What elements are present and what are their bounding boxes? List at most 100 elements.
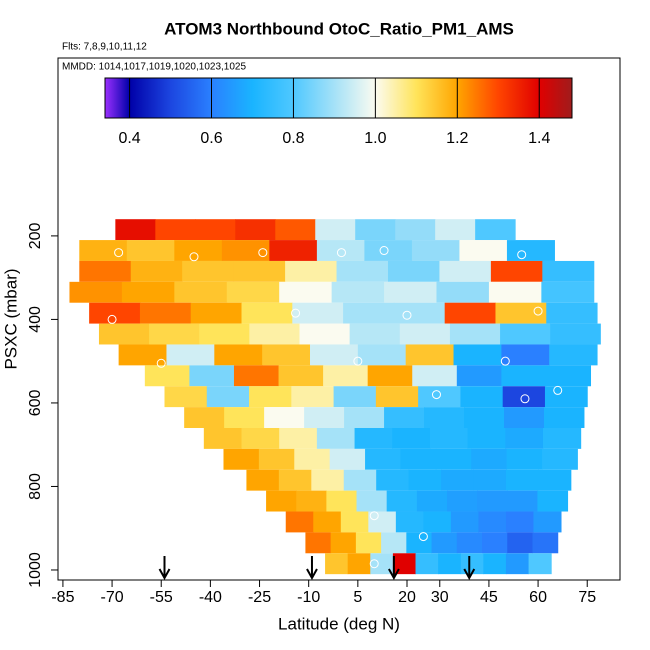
cell xyxy=(467,427,506,449)
cell xyxy=(483,553,507,575)
cell xyxy=(266,490,297,512)
cell xyxy=(384,281,437,303)
x-tick-label: -55 xyxy=(150,589,173,606)
x-tick-label: 30 xyxy=(431,589,449,606)
cell xyxy=(546,302,598,324)
cell xyxy=(115,219,156,241)
cell xyxy=(471,448,508,470)
cell xyxy=(538,469,572,491)
cell xyxy=(224,407,265,428)
cell xyxy=(381,532,407,554)
cell xyxy=(189,365,235,387)
cell xyxy=(316,427,356,449)
cell xyxy=(453,344,502,366)
cell xyxy=(309,344,359,366)
cell xyxy=(118,344,167,366)
cell xyxy=(405,344,455,366)
x-tick-label: 75 xyxy=(578,589,596,606)
arrow-head xyxy=(306,568,318,581)
cell xyxy=(384,407,425,428)
cell xyxy=(505,553,530,575)
cell xyxy=(262,344,311,366)
cell xyxy=(233,260,286,282)
chart-title: ATOM3 Northbound OtoC_Ratio_PM1_AMS xyxy=(164,19,514,38)
cell xyxy=(533,511,562,533)
x-tick-label: -25 xyxy=(248,589,271,606)
cell xyxy=(506,448,543,470)
cell xyxy=(246,469,280,491)
cell xyxy=(436,281,490,303)
cell xyxy=(155,219,196,241)
cell xyxy=(464,407,505,428)
cell xyxy=(249,386,292,408)
observation xyxy=(517,250,527,260)
cell xyxy=(164,386,208,408)
colorbar-tick-label: 0.4 xyxy=(118,130,140,147)
cell xyxy=(311,469,345,491)
cell xyxy=(174,281,228,303)
cell xyxy=(325,553,349,575)
cell xyxy=(79,260,132,282)
flights-note: Flts: 7,8,9,10,11,12 xyxy=(62,42,147,53)
cell xyxy=(333,386,377,408)
cell xyxy=(545,365,592,387)
cell xyxy=(149,323,200,345)
cell xyxy=(537,490,569,512)
cell xyxy=(355,219,396,241)
observation xyxy=(353,356,363,366)
cell xyxy=(226,281,280,303)
x-tick-label: 45 xyxy=(480,589,498,606)
cell xyxy=(190,302,243,324)
cell xyxy=(550,323,601,345)
cell xyxy=(375,386,419,408)
cell xyxy=(541,281,595,303)
cell xyxy=(460,386,504,408)
x-tick-label: -10 xyxy=(297,589,320,606)
cell xyxy=(356,490,388,512)
observation xyxy=(114,248,124,258)
colorbar-tick-label: 1.0 xyxy=(364,130,386,147)
cell xyxy=(315,219,356,241)
y-tick-label: 600 xyxy=(27,389,44,416)
observation xyxy=(500,356,510,366)
cell xyxy=(395,511,424,533)
cell xyxy=(490,260,543,282)
y-tick-label: 400 xyxy=(27,306,44,333)
cell xyxy=(460,553,484,575)
cell xyxy=(206,386,250,408)
cell xyxy=(505,511,534,533)
cell xyxy=(235,219,276,241)
cell xyxy=(406,532,433,554)
cell xyxy=(386,490,418,512)
observation xyxy=(553,385,563,395)
cell xyxy=(423,511,452,533)
cell xyxy=(278,469,312,491)
cell xyxy=(503,407,545,428)
observation xyxy=(418,532,428,542)
cell xyxy=(264,407,305,428)
cell xyxy=(505,427,544,449)
cell xyxy=(139,302,192,324)
cell xyxy=(98,323,150,345)
x-tick-label: -70 xyxy=(101,589,124,606)
y-tick-label: 200 xyxy=(27,222,44,249)
cell xyxy=(507,532,534,554)
cell xyxy=(431,532,458,554)
cell xyxy=(549,344,598,366)
y-tick-label: 1000 xyxy=(27,552,44,588)
x-axis-label: Latitude (deg N) xyxy=(278,614,400,633)
cell xyxy=(444,302,496,324)
cell xyxy=(408,469,442,491)
x-tick-label: 60 xyxy=(529,589,547,606)
cell xyxy=(354,427,393,449)
cell xyxy=(304,407,345,428)
arrow-head xyxy=(158,568,171,581)
cell xyxy=(126,240,175,261)
cell xyxy=(502,386,546,408)
cell xyxy=(438,553,462,575)
cell xyxy=(449,323,501,345)
cell xyxy=(542,427,582,449)
cell xyxy=(456,532,483,554)
